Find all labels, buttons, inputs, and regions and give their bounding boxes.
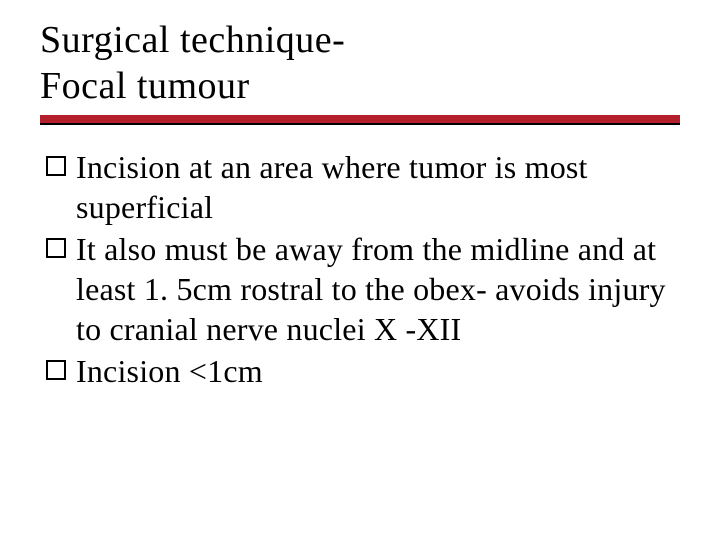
bullet-item: Incision at an area where tumor is most …: [46, 147, 680, 227]
checkbox-icon: [46, 238, 66, 258]
checkbox-icon: [46, 156, 66, 176]
horizontal-rule-black: [40, 123, 680, 125]
content-area: Incision at an area where tumor is most …: [40, 147, 680, 391]
bullet-item: It also must be away from the midline an…: [46, 229, 680, 349]
bullet-text: Incision at an area where tumor is most …: [76, 147, 680, 227]
title-line-2: Focal tumour: [40, 64, 680, 110]
title-block: Surgical technique- Focal tumour: [40, 18, 680, 109]
checkbox-icon: [46, 360, 66, 380]
bullet-item: Incision <1cm: [46, 351, 680, 391]
title-line-1: Surgical technique-: [40, 18, 680, 64]
bullet-text: It also must be away from the midline an…: [76, 229, 680, 349]
bullet-text: Incision <1cm: [76, 351, 263, 391]
horizontal-rule-red: [40, 115, 680, 123]
